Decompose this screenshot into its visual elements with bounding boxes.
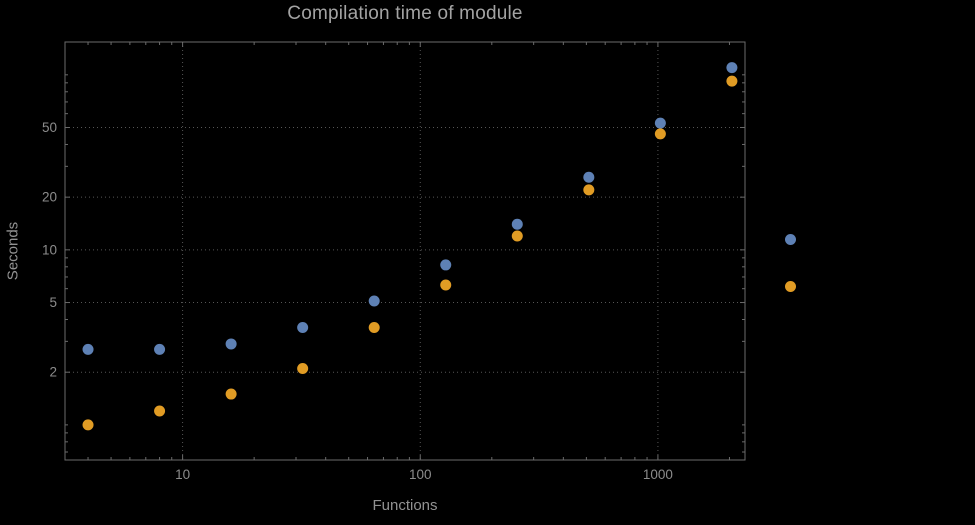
data-point-series-2 [583,184,595,196]
x-tick-label: 1000 [643,467,673,482]
data-point-series-2 [368,322,380,334]
data-point-series-2 [726,75,738,87]
data-point-series-1 [440,259,452,271]
data-point-series-1 [726,62,738,74]
data-point-series-1 [654,117,666,129]
data-point-series-2 [154,405,166,417]
data-point-series-1 [82,343,94,355]
data-point-series-1 [154,343,166,355]
data-point-series-1 [225,338,237,350]
data-point-series-2 [440,279,452,291]
x-tick-label: 10 [175,467,190,482]
legend-marker-series-2 [785,281,796,292]
data-point-series-2 [82,419,94,431]
y-tick-label: 2 [49,365,57,380]
y-tick-label: 10 [42,242,57,257]
data-point-series-1 [368,295,380,307]
y-tick-label: 50 [42,120,57,135]
data-point-series-1 [583,171,595,183]
y-tick-label: 20 [42,190,57,205]
x-tick-label: 100 [409,467,432,482]
data-point-series-2 [297,362,309,374]
y-axis-label: Seconds [4,221,22,281]
chart-title: Compilation time of module [287,3,523,24]
data-point-series-2 [225,388,237,400]
x-axis-label: Functions [372,497,438,514]
data-point-series-1 [511,218,523,230]
data-point-series-1 [297,322,309,334]
data-point-series-2 [654,128,666,140]
y-tick-label: 5 [49,295,57,310]
data-point-series-2 [511,230,523,242]
legend-marker-series-1 [785,234,796,245]
